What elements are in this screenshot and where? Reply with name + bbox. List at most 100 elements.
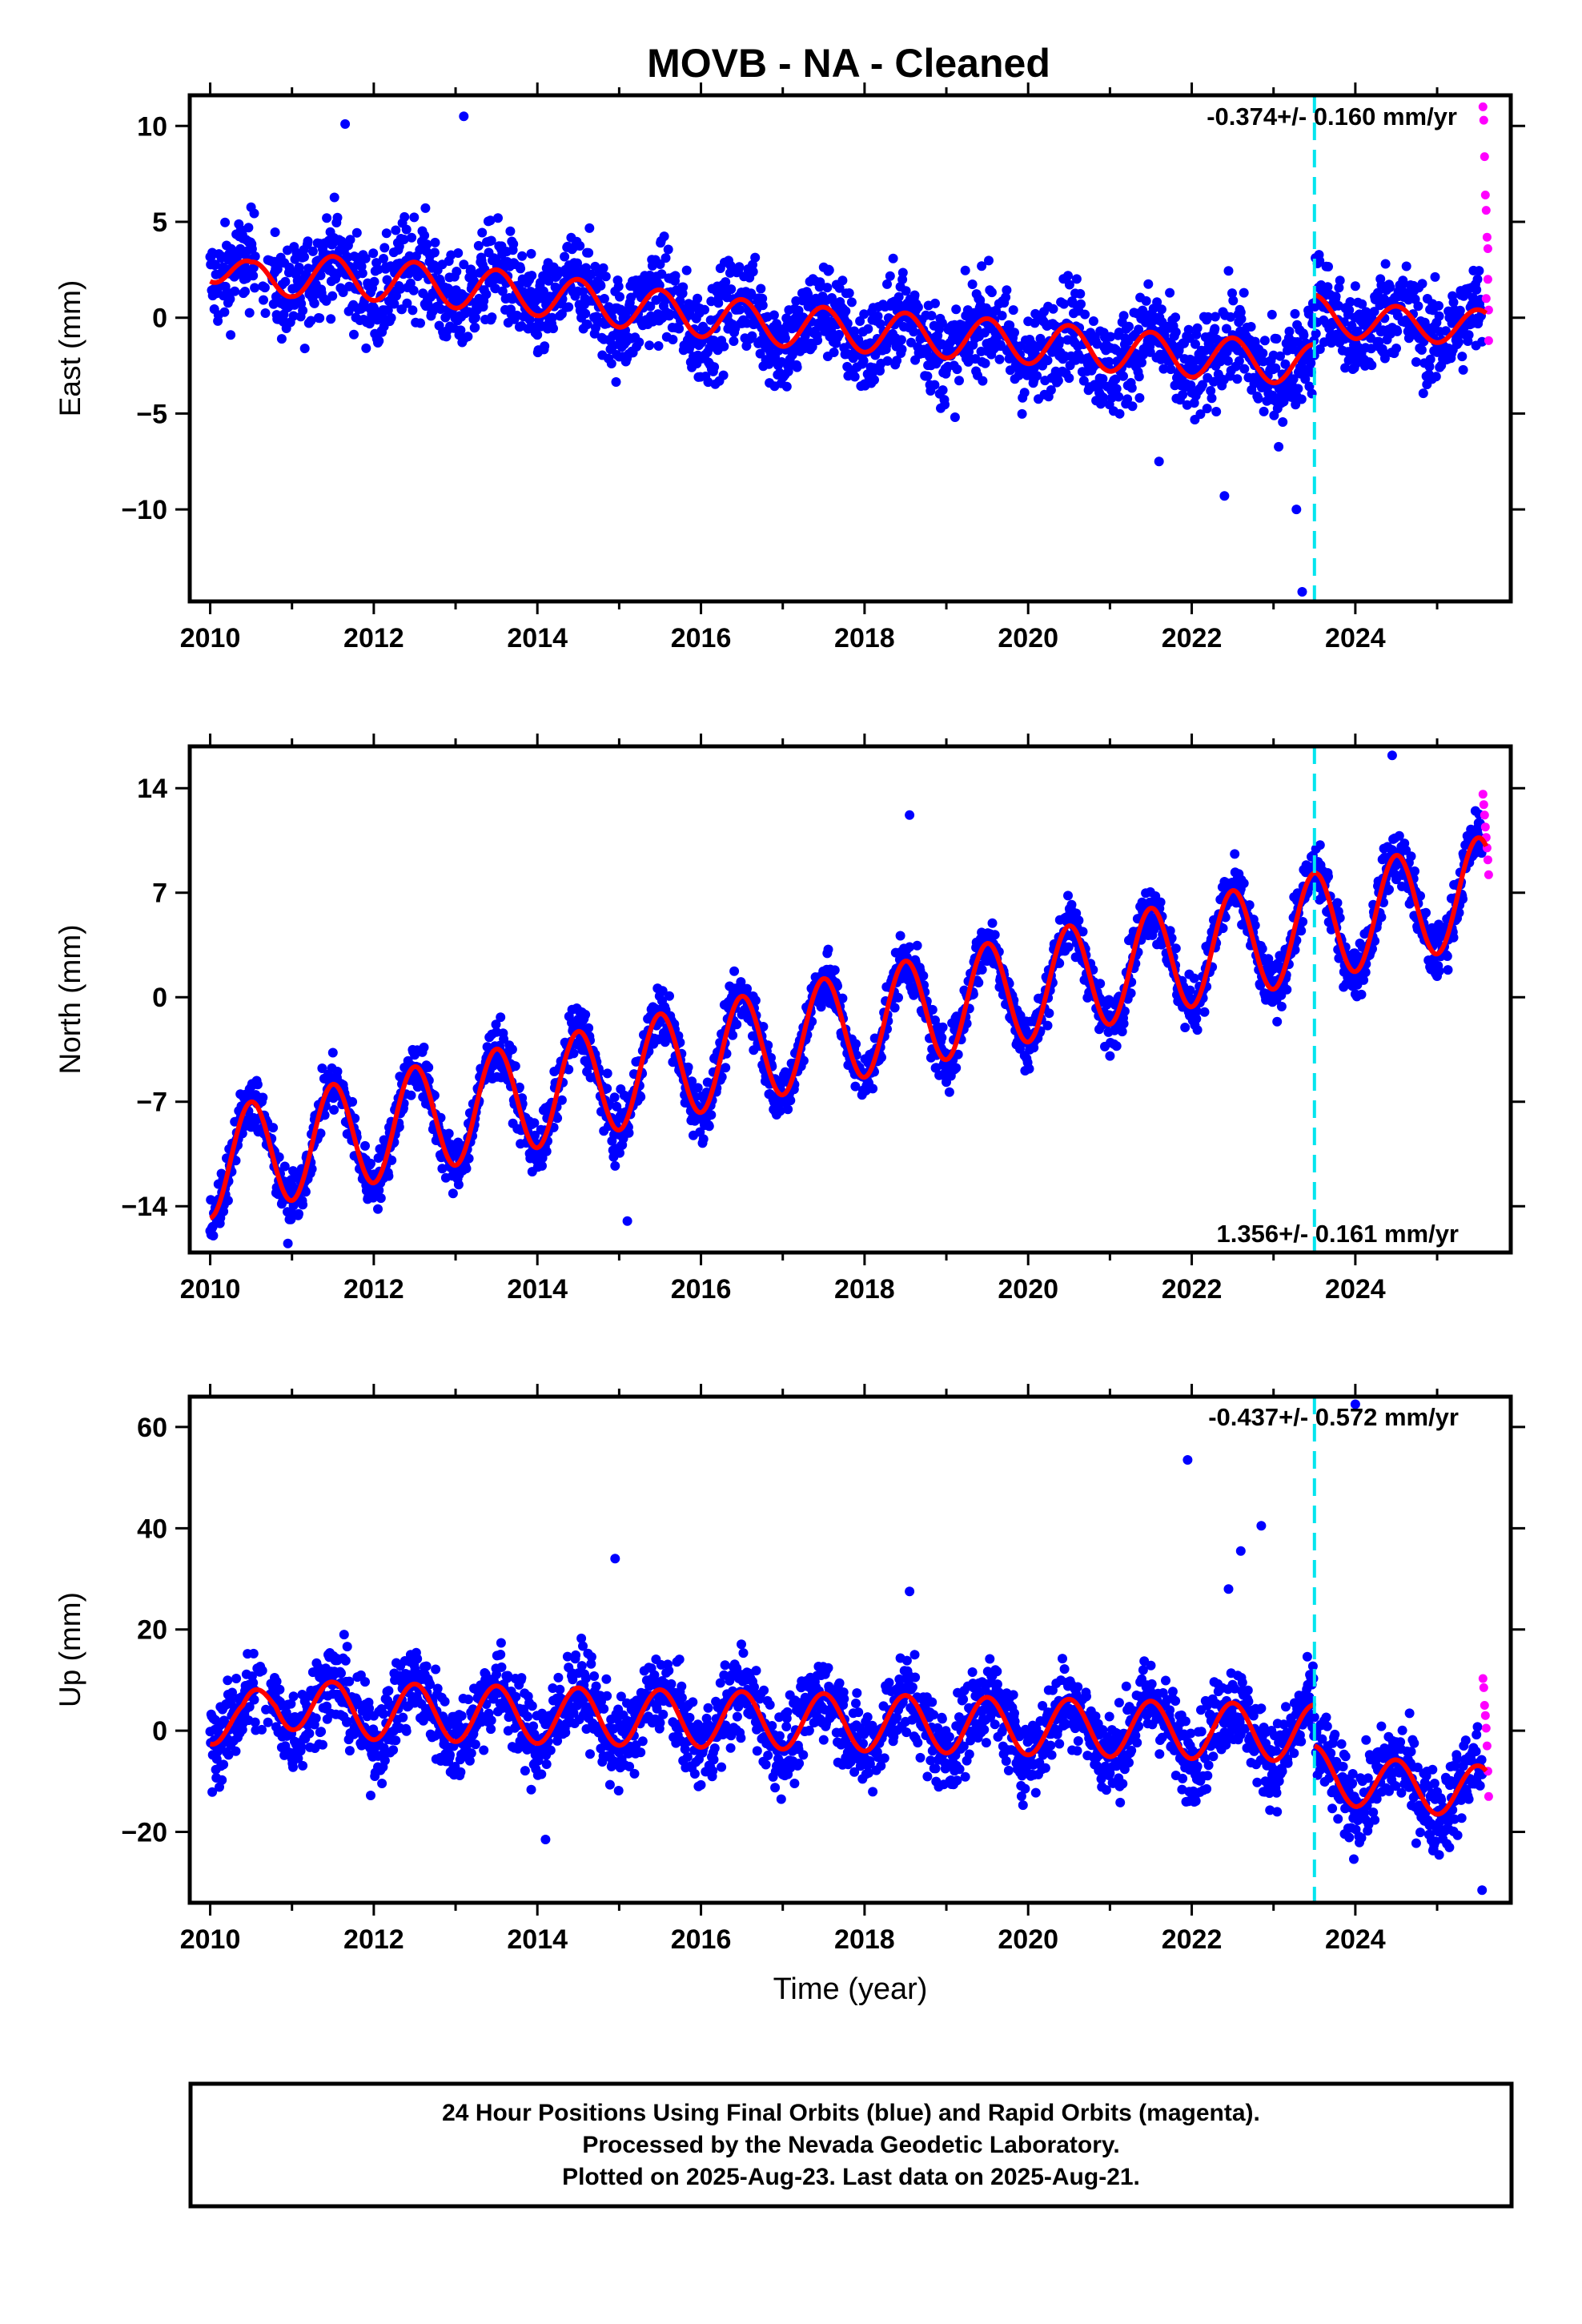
east-final-orbit-point [422, 239, 432, 250]
east-final-orbit-point [276, 334, 287, 344]
east-final-orbit-point [1198, 380, 1207, 390]
north-final-orbit-point [829, 965, 840, 975]
east-final-orbit-point [896, 335, 906, 345]
east-final-orbit-point [405, 278, 416, 288]
east-final-orbit-point [1385, 282, 1395, 292]
east-final-orbit-point [1236, 314, 1247, 324]
north-final-orbit-point [1024, 1063, 1034, 1074]
east-final-orbit-point [1088, 316, 1098, 326]
east-final-orbit-point [813, 336, 823, 345]
east-final-orbit-point [532, 330, 543, 340]
east-final-orbit-point [1111, 384, 1122, 394]
east-final-orbit-point [240, 287, 250, 296]
east-final-orbit-point [670, 271, 681, 281]
north-final-orbit-point [1111, 1041, 1122, 1051]
north-final-orbit-point [1315, 840, 1325, 850]
east-final-orbit-point [1293, 384, 1303, 394]
east-final-orbit-point [1092, 339, 1102, 349]
north-final-orbit-point [424, 1062, 434, 1072]
east-x-tick-label: 2012 [343, 623, 404, 653]
east-final-orbit-point [1315, 255, 1325, 266]
east-final-orbit-point [665, 309, 675, 319]
east-final-orbit-point [294, 262, 304, 272]
east-rate-label: -0.374+/- 0.160 mm/yr [1207, 103, 1457, 131]
east-final-orbit-point [792, 362, 802, 372]
east-final-orbit-outlier [1291, 505, 1302, 515]
east-final-orbit-point [734, 262, 745, 272]
east-final-orbit-point [219, 307, 230, 317]
north-final-orbit-point [383, 1171, 394, 1181]
east-final-orbit-point [270, 227, 280, 237]
east-final-orbit-point [456, 325, 466, 336]
east-final-orbit-point [368, 248, 379, 259]
east-final-orbit-point [220, 217, 231, 227]
north-final-orbit-point [823, 944, 833, 955]
east-y-tick-label: 5 [152, 207, 167, 238]
north-final-orbit-point [624, 1128, 634, 1138]
east-final-orbit-point [1239, 287, 1249, 298]
east-final-orbit-point [1017, 408, 1027, 419]
east-final-orbit-point [1340, 363, 1351, 373]
east-final-orbit-point [897, 344, 907, 355]
east-final-orbit-point [248, 271, 259, 281]
north-final-orbit-point [728, 1030, 738, 1040]
east-final-orbit-point [303, 236, 313, 247]
east-final-orbit-point [307, 246, 318, 256]
east-final-orbit-point [391, 225, 401, 235]
figure-title: MOVB - NA - Cleaned [647, 41, 1050, 86]
east-final-orbit-point [329, 192, 339, 203]
east-final-orbit-point [527, 271, 537, 281]
east-final-orbit-point [750, 252, 761, 263]
north-final-orbit-point [693, 1083, 703, 1093]
east-final-orbit-point [1134, 324, 1144, 335]
east-final-orbit-point [382, 275, 392, 285]
east-final-orbit-point [756, 283, 766, 294]
east-final-orbit-point [374, 336, 384, 346]
east-final-orbit-point [524, 315, 535, 325]
east-final-orbit-point [1401, 261, 1411, 271]
east-final-orbit-point [1080, 309, 1090, 320]
east-final-orbit-point [381, 228, 391, 239]
east-final-orbit-point [1226, 312, 1236, 322]
north-final-orbit-point [1180, 1023, 1191, 1032]
east-x-tick-label: 2018 [834, 623, 895, 653]
east-final-orbit-point [1192, 323, 1203, 333]
east-final-orbit-point [897, 267, 908, 278]
east-final-orbit-point [726, 284, 737, 295]
east-final-orbit-point [748, 267, 758, 277]
east-final-orbit-point [1156, 304, 1166, 315]
north-final-orbit-point [507, 1044, 517, 1055]
east-final-orbit-point [226, 330, 236, 340]
east-final-orbit-point [807, 342, 817, 352]
east-final-orbit-point [1158, 364, 1169, 374]
east-final-orbit-point [1299, 330, 1309, 340]
east-final-orbit-point [547, 312, 557, 323]
east-final-orbit-point [1323, 262, 1333, 271]
north-final-orbit-point [918, 971, 929, 981]
east-final-orbit-point [420, 231, 430, 240]
east-final-orbit-point [882, 356, 893, 366]
east-final-orbit-point [1331, 292, 1341, 302]
east-final-orbit-point [1379, 353, 1390, 364]
east-final-orbit-point [668, 335, 678, 344]
east-final-orbit-point [1369, 307, 1379, 317]
east-final-orbit-point [893, 292, 904, 302]
east-y-tick-label: −5 [136, 399, 167, 429]
east-final-orbit-point [210, 259, 220, 270]
east-final-orbit-point [1335, 275, 1345, 286]
north-final-orbit-point [785, 1096, 796, 1106]
east-final-orbit-point [980, 358, 990, 368]
east-final-orbit-point [606, 359, 616, 368]
east-final-orbit-point [1114, 408, 1125, 419]
north-final-orbit-point [1126, 988, 1136, 999]
east-final-orbit-point [826, 326, 837, 336]
north-final-orbit-point [636, 1092, 646, 1102]
east-final-orbit-point [653, 341, 664, 351]
north-final-orbit-point [496, 1012, 506, 1023]
east-final-orbit-point [663, 244, 673, 255]
east-final-orbit-point [575, 241, 585, 251]
north-panel: 2010 2012 2014 2016 2018 2020 2022 20241470−7−1… [54, 734, 1525, 1305]
east-final-orbit-point [1152, 297, 1162, 308]
east-final-orbit-point [1367, 360, 1377, 371]
east-final-orbit-point [299, 344, 310, 354]
